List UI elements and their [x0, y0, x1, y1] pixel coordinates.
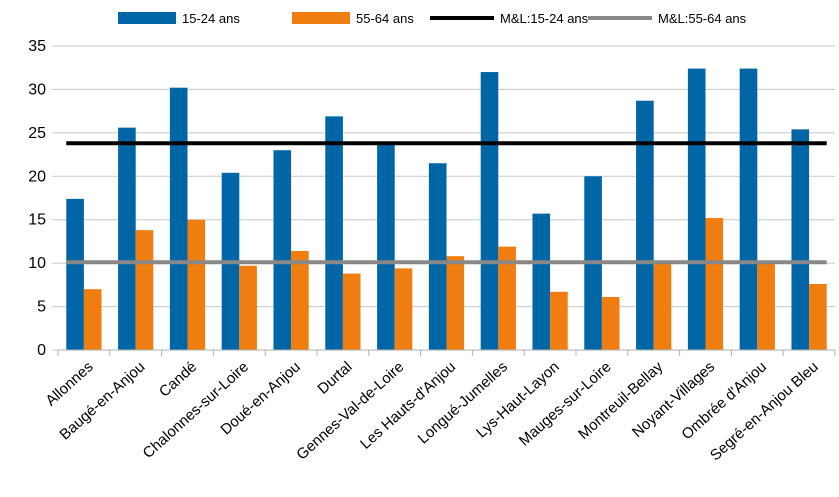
bar-15-24-6 — [377, 142, 395, 350]
bar-55-64-1 — [135, 230, 154, 350]
y-tick-label-5: 5 — [37, 299, 46, 316]
legend-label-2: M&L:15-24 ans — [500, 11, 589, 26]
bar-15-24-8 — [480, 72, 499, 351]
bar-55-64-2 — [187, 219, 206, 350]
bar-15-24-11 — [636, 100, 654, 350]
bar-55-64-6 — [394, 268, 413, 350]
y-tick-label-0: 0 — [37, 342, 46, 359]
bar-15-24-0 — [66, 198, 84, 350]
bar-55-64-7 — [446, 256, 465, 350]
legend-swatch-0 — [118, 12, 176, 24]
bar-55-64-11 — [653, 262, 672, 350]
legend-swatch-1 — [292, 12, 350, 24]
y-tick-label-15: 15 — [28, 212, 46, 229]
y-tick-label-20: 20 — [28, 168, 46, 185]
bar-15-24-12 — [687, 68, 706, 350]
bar-55-64-5 — [342, 273, 361, 350]
bar-55-64-3 — [239, 265, 257, 350]
bar-15-24-9 — [532, 213, 551, 350]
x-category-label-2: Candé — [156, 358, 200, 400]
bar-55-64-0 — [83, 289, 102, 350]
x-category-label-8: Longué-Jumelles — [415, 358, 511, 447]
bar-55-64-10 — [601, 297, 620, 350]
bar-15-24-13 — [739, 68, 758, 350]
bar-55-64-4 — [291, 250, 309, 350]
bar-55-64-12 — [705, 217, 724, 350]
bar-15-24-1 — [118, 127, 136, 350]
y-tick-label-30: 30 — [28, 81, 46, 98]
bar-55-64-8 — [498, 246, 516, 350]
y-tick-label-10: 10 — [28, 255, 46, 272]
bar-15-24-4 — [273, 150, 292, 350]
bar-55-64-13 — [757, 261, 775, 350]
x-category-label-7: Les Hauts-d'Anjou — [357, 358, 459, 452]
bar-55-64-9 — [550, 291, 568, 350]
bar-15-24-5 — [325, 116, 343, 351]
y-tick-label-25: 25 — [28, 125, 46, 142]
bar-55-64-14 — [809, 283, 827, 350]
legend-label-1: 55-64 ans — [356, 11, 414, 26]
legend-label-3: M&L:55-64 ans — [658, 11, 747, 26]
x-category-label-10: Mauges-sur-Loire — [516, 358, 615, 449]
bar-15-24-2 — [169, 87, 188, 350]
bar-15-24-14 — [791, 129, 810, 350]
y-tick-label-35: 35 — [28, 38, 46, 55]
x-category-label-5: Durtal — [314, 358, 355, 397]
legend-label-0: 15-24 ans — [182, 11, 240, 26]
bar-15-24-7 — [428, 163, 447, 350]
